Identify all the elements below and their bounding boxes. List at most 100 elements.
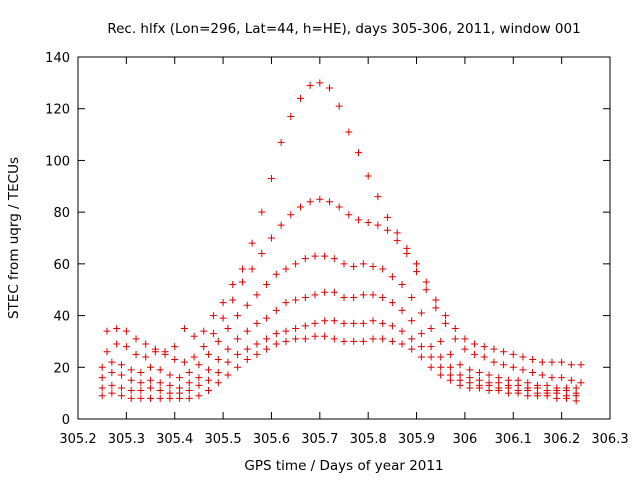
data-point — [538, 358, 546, 366]
data-point — [437, 353, 445, 361]
data-point — [345, 128, 353, 136]
data-point — [132, 350, 140, 358]
data-point — [98, 363, 106, 371]
data-point — [272, 270, 280, 278]
data-point — [137, 394, 145, 402]
data-point — [258, 250, 266, 258]
data-point — [509, 350, 517, 358]
data-point — [263, 335, 271, 343]
data-point — [364, 218, 372, 226]
data-point — [529, 368, 537, 376]
data-point — [374, 193, 382, 201]
data-point — [480, 353, 488, 361]
data-point — [388, 337, 396, 345]
data-point — [403, 244, 411, 252]
data-point — [437, 371, 445, 379]
data-point — [166, 389, 174, 397]
data-point — [509, 363, 517, 371]
data-point — [321, 317, 329, 325]
data-point — [282, 337, 290, 345]
data-point — [108, 381, 116, 389]
y-tick-label: 80 — [53, 206, 70, 221]
data-point — [369, 335, 377, 343]
data-point — [388, 273, 396, 281]
data-point — [214, 368, 222, 376]
chart-title: Rec. hlfx (Lon=296, Lat=44, h=HE), days … — [107, 21, 580, 37]
data-point — [248, 239, 256, 247]
data-point — [147, 384, 155, 392]
data-point — [359, 291, 367, 299]
data-point — [562, 384, 570, 392]
y-tick-label: 140 — [45, 51, 70, 66]
y-tick-label: 60 — [53, 258, 70, 273]
data-point — [243, 301, 251, 309]
data-point — [205, 366, 213, 374]
data-point — [205, 376, 213, 384]
data-point — [533, 381, 541, 389]
data-point — [195, 374, 203, 382]
data-point — [355, 216, 363, 224]
y-tick-label: 0 — [62, 413, 70, 428]
data-point — [185, 368, 193, 376]
data-point — [103, 327, 111, 335]
data-point — [519, 366, 527, 374]
data-point — [277, 221, 285, 229]
data-point — [287, 211, 295, 219]
data-point — [195, 392, 203, 400]
data-point — [176, 384, 184, 392]
data-point — [446, 371, 454, 379]
data-point — [243, 356, 251, 364]
data-point — [577, 379, 585, 387]
data-point — [156, 394, 164, 402]
y-axis-label: STEC from uqrg / TECUs — [6, 157, 22, 319]
data-point — [330, 288, 338, 296]
data-point — [480, 343, 488, 351]
data-point — [417, 353, 425, 361]
data-point — [461, 345, 469, 353]
data-point — [113, 340, 121, 348]
data-point — [263, 314, 271, 322]
data-point — [301, 335, 309, 343]
x-tick-label: 305.5 — [204, 432, 241, 447]
data-point — [118, 361, 126, 369]
y-tick-label: 120 — [45, 103, 70, 118]
data-point — [490, 358, 498, 366]
x-tick-label: 305.8 — [350, 432, 387, 447]
data-point — [238, 265, 246, 273]
data-point — [355, 149, 363, 157]
data-point — [127, 376, 135, 384]
data-point — [432, 304, 440, 312]
data-point — [442, 319, 450, 327]
data-point — [234, 350, 242, 358]
data-point — [301, 293, 309, 301]
data-point — [345, 211, 353, 219]
data-point — [272, 340, 280, 348]
data-point — [335, 203, 343, 211]
data-point — [301, 255, 309, 263]
data-point — [151, 345, 159, 353]
data-point — [442, 312, 450, 320]
data-point — [161, 348, 169, 356]
data-point — [446, 350, 454, 358]
data-point — [543, 381, 551, 389]
data-point — [267, 175, 275, 183]
data-point — [103, 348, 111, 356]
data-point — [427, 353, 435, 361]
data-point — [398, 327, 406, 335]
data-point — [272, 306, 280, 314]
data-point — [190, 332, 198, 340]
data-point — [504, 376, 512, 384]
data-point — [359, 337, 367, 345]
data-point — [466, 366, 474, 374]
data-point — [301, 322, 309, 330]
data-point — [500, 348, 508, 356]
data-point — [335, 102, 343, 110]
data-point — [108, 358, 116, 366]
data-point — [427, 363, 435, 371]
data-point — [137, 368, 145, 376]
data-point — [253, 340, 261, 348]
data-point — [490, 345, 498, 353]
data-point — [292, 260, 300, 268]
data-point — [369, 262, 377, 270]
data-point — [379, 335, 387, 343]
